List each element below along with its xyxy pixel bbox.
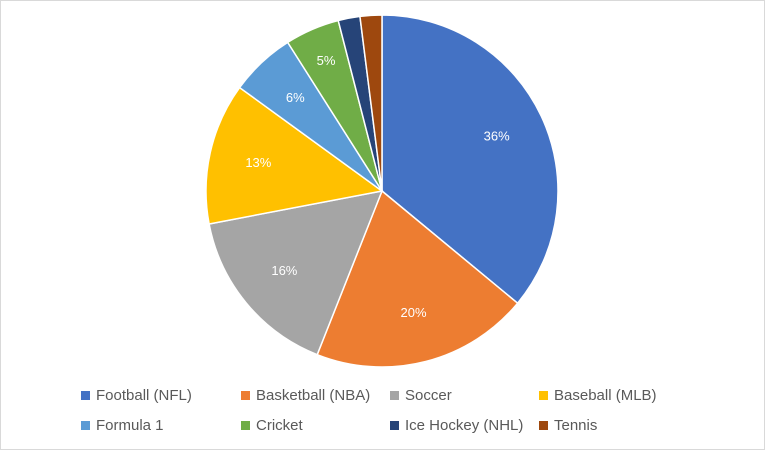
pie-slice-soccer [208,190,384,356]
legend-label-cricket: Cricket [256,417,303,434]
data-label-soccer: 16% [271,263,297,278]
legend-swatch-cricket [241,421,250,430]
data-label-football-nfl: 36% [484,128,510,143]
legend-swatch-basketball [241,391,250,400]
legend-label-baseball: Baseball (MLB) [554,387,657,404]
legend-label-football: Football (NFL) [96,387,192,404]
pie-slice-football-nfl [381,14,559,305]
pie-chart: 36% 20% 16% 13% 6% 5% [205,14,559,368]
legend-label-soccer: Soccer [405,387,452,404]
legend-swatch-icehockey [390,421,399,430]
pie-slice-tennis [359,14,383,192]
legend-item-soccer: Soccer [390,387,452,404]
legend-swatch-baseball [539,391,548,400]
legend-label-basketball: Basketball (NBA) [256,387,371,404]
legend: Football (NFL) Basketball (NBA) Soccer B… [81,387,721,447]
legend-swatch-formula1 [81,421,90,430]
legend-swatch-football [81,391,90,400]
data-label-baseball-mlb: 13% [245,155,271,170]
legend-item-basketball: Basketball (NBA) [241,387,370,404]
legend-item-icehockey: Ice Hockey (NHL) [390,417,523,434]
legend-row-2: Formula 1 Cricket Ice Hockey (NHL) Tenni… [81,417,721,447]
data-label-basketball-nba: 20% [400,305,426,320]
legend-item-tennis: Tennis [539,417,597,434]
legend-item-baseball: Baseball (MLB) [539,387,657,404]
data-label-formula-1: 6% [286,90,305,105]
legend-label-icehockey: Ice Hockey (NHL) [405,417,524,434]
legend-label-tennis: Tennis [554,417,598,434]
legend-swatch-soccer [390,391,399,400]
pie-slice-baseball-mlb [205,86,384,225]
legend-label-formula1: Formula 1 [96,417,164,434]
legend-item-formula1: Formula 1 [81,417,164,434]
legend-swatch-tennis [539,421,548,430]
legend-item-cricket: Cricket [241,417,303,434]
legend-row-1: Football (NFL) Basketball (NBA) Soccer B… [81,387,721,417]
data-label-cricket: 5% [317,53,336,68]
pie-slice-basketball-nba [316,189,519,368]
legend-item-football: Football (NFL) [81,387,192,404]
